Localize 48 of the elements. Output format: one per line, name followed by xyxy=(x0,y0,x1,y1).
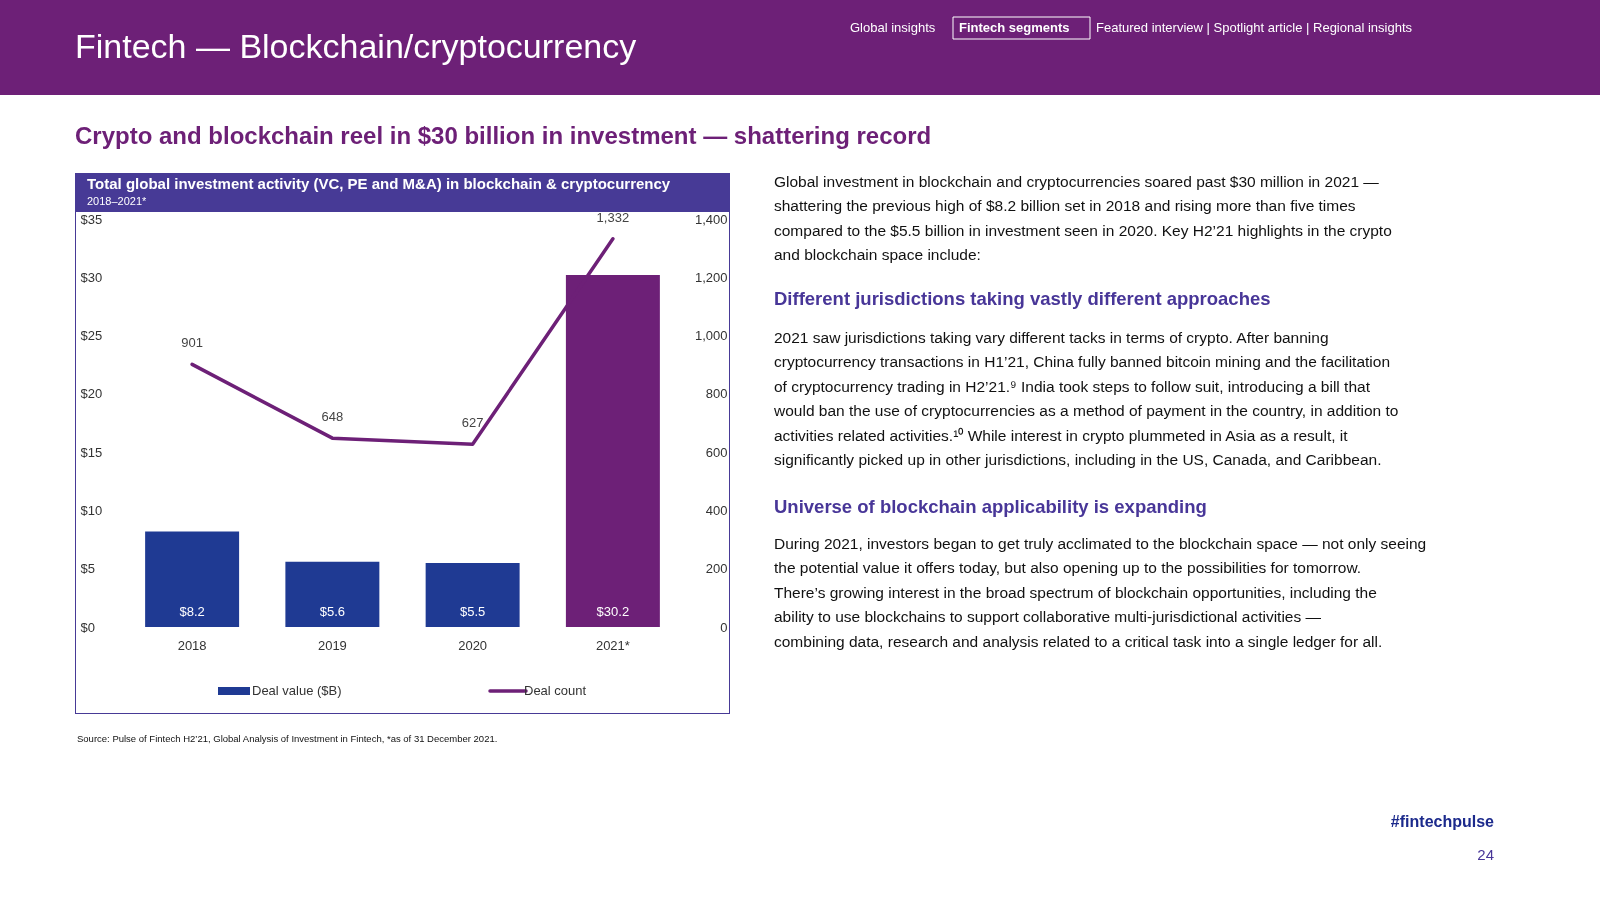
text: Crypto and blockchain reel in $30 billion in investment — shattering record xyxy=(75,122,932,149)
data-label: $5.5 xyxy=(459,604,486,619)
data-label: $8.2 xyxy=(179,604,205,619)
text: 2021 saw jurisdictions taking vary different tacks in terms of crypto. After banning cryptocurrency transactions in H1’21, China fully banned bitcoin mining and the facilitation of cryptocurrency trading in H2’21.⁹ India took steps to follow suit, introducing a bill that would ban the use of cryptocurrencies as a method of payment in the country, in addition to activities related activities.¹⁰ While interest in crypto plummeted in Asia as a result, it significantly picked up in other jurisdictions, including in the US, Canada, and Caribbean. xyxy=(773,329,1399,469)
bar xyxy=(425,562,520,627)
y2-tick-label: 0 xyxy=(720,619,728,635)
legend-label: Deal count xyxy=(524,683,587,698)
x-tick-label: 2020 xyxy=(458,637,488,653)
data-label: 1,332 xyxy=(596,209,630,225)
text: #fintechpulse xyxy=(1390,813,1495,830)
text: Global insights xyxy=(850,20,936,35)
x-tick-label: 2019 xyxy=(317,637,347,653)
y2-tick-label: 1,400 xyxy=(694,211,728,227)
y2-tick-label: 400 xyxy=(705,502,728,518)
text: Featured interview | Spotlight article | Regional insights xyxy=(1096,20,1413,35)
y-tick-label: $15 xyxy=(80,444,103,460)
data-label: 901 xyxy=(181,335,203,351)
source-note: Source: Pulse of Fintech H2’21, Global Analysis of Investment in Fintech, *as of 31 December 2021. xyxy=(77,733,498,744)
text: Fintech segments xyxy=(959,20,1070,35)
text: Global investment in blockchain and cryptocurrencies soared past $30 million in 2021 — shattering the previous high of $8.2 billion set in 2018 and rising more than five times compared to the $5.5 billion in investment seen in 2020. Key H2’21 highlights in the crypto and blockchain space include: xyxy=(774,173,1392,264)
legend-label: Deal value ($B) xyxy=(252,683,342,698)
y2-tick-label: 800 xyxy=(705,386,728,402)
x-tick-label: 2018 xyxy=(177,637,207,653)
y-tick-label: $20 xyxy=(80,386,103,402)
y-tick-label: $0 xyxy=(80,619,95,635)
text: 24 xyxy=(1477,846,1494,863)
chart-title: Total global investment activity (VC, PE and M&A) in blockchain & cryptocurrency xyxy=(87,175,671,192)
y-tick-label: $25 xyxy=(80,328,103,344)
text: Different jurisdictions taking vastly different approaches xyxy=(774,288,1271,309)
y2-tick-label: 1,000 xyxy=(694,328,728,344)
x-tick-label: 2021* xyxy=(595,637,630,653)
y-tick-label: $5 xyxy=(80,561,95,577)
text: During 2021, investors began to get truly acclimated to the blockchain space — not only seeing the potential value it offers today, but also opening up to the possibilities for tomorrow. There’s growing interest in the broad spectrum of blockchain opportunities, including the ability to use blockchains to support collaborative multi-jurisdictional activities — combining data, research and analysis related to a critical task into a single ledger for all. xyxy=(774,535,1427,650)
data-label: 627 xyxy=(461,415,484,431)
y2-tick-label: 1,200 xyxy=(694,269,728,285)
bar xyxy=(145,531,240,627)
y2-tick-label: 200 xyxy=(705,561,728,577)
data-label: $30.2 xyxy=(596,604,630,619)
y-tick-label: $10 xyxy=(80,502,103,518)
data-label: 648 xyxy=(321,409,344,425)
bar xyxy=(285,561,380,627)
chart-subtitle: 2018–2021* xyxy=(87,195,148,207)
text: Universe of blockchain applicability is expanding xyxy=(774,496,1207,517)
data-label: $5.6 xyxy=(319,604,346,619)
y-tick-label: $35 xyxy=(80,211,103,227)
text: Fintech — Blockchain/cryptocurrency xyxy=(75,27,637,65)
y2-tick-label: 600 xyxy=(705,444,728,460)
y-tick-label: $30 xyxy=(80,269,103,285)
